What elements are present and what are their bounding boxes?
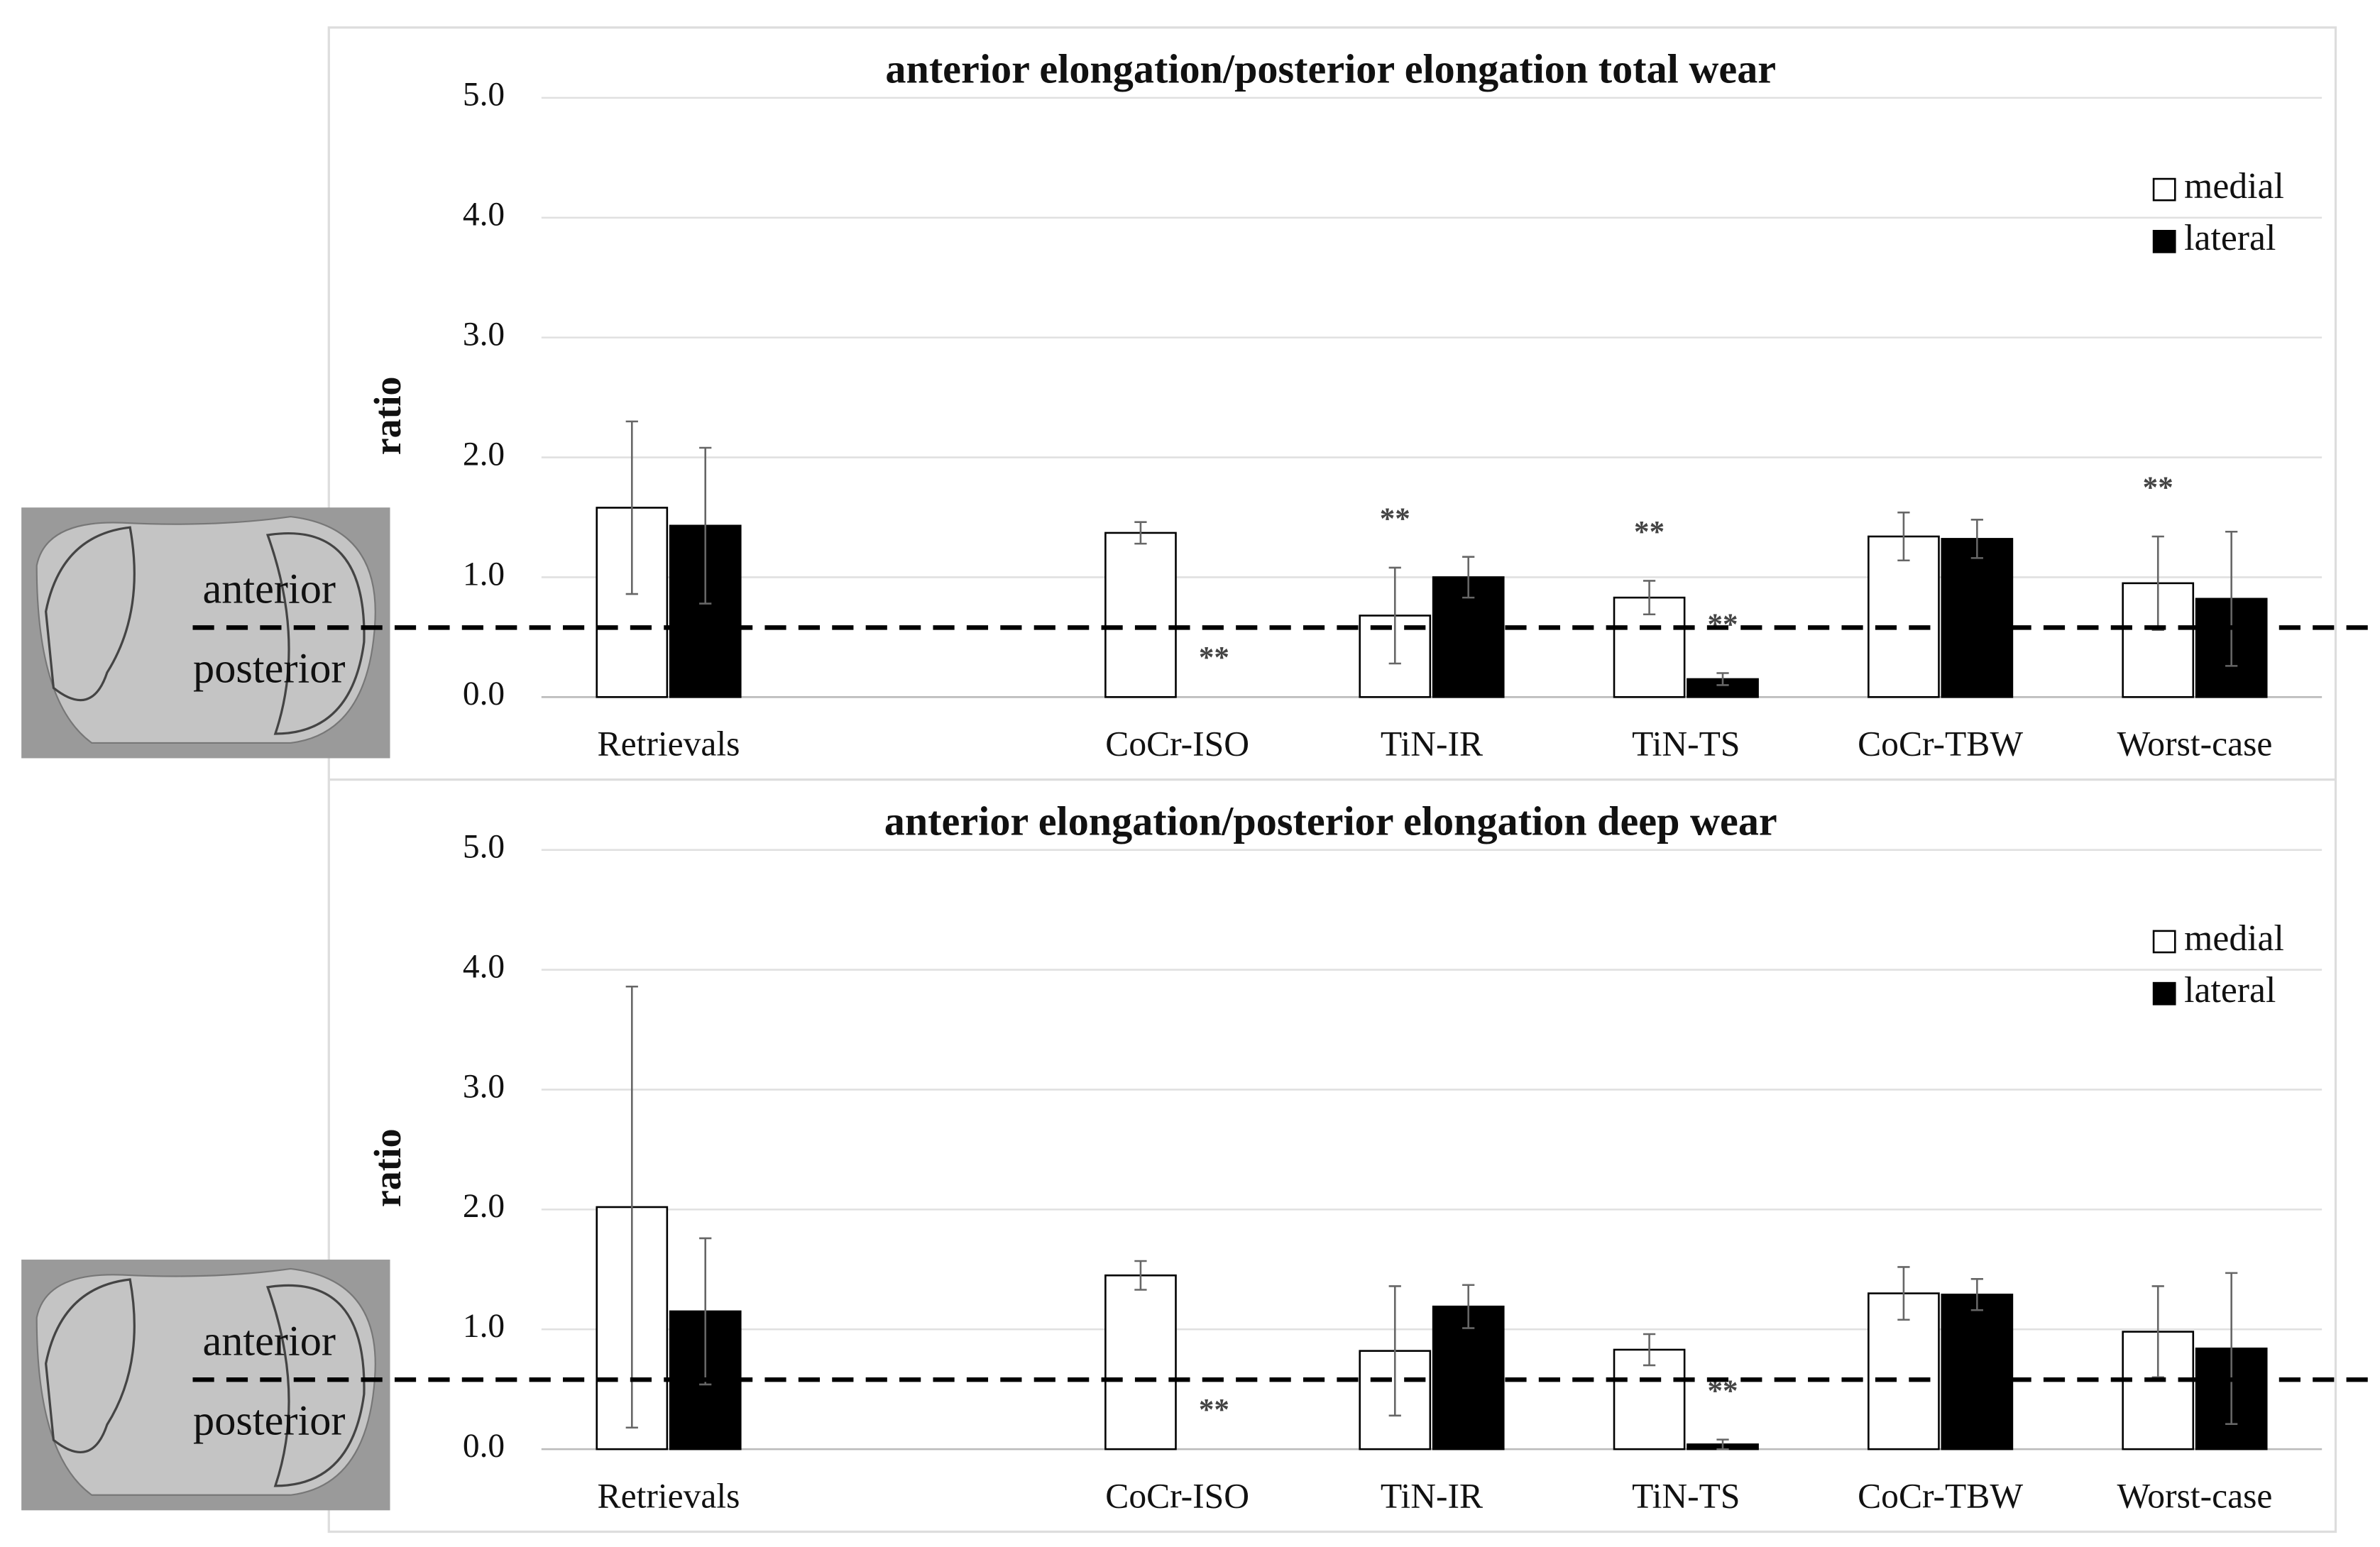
y-tick-label: 0.0 [463,1428,505,1465]
x-tick-label: TiN-TS [1632,1477,1740,1516]
legend-swatch [2152,177,2176,202]
inset-image [21,1260,390,1511]
inset-label: posterior [193,645,345,693]
legend-swatch [2152,930,2176,954]
inset-outline [45,1278,136,1453]
y-axis-label: ratio [366,377,409,456]
y-tick-label: 0.0 [463,676,505,712]
x-tick-label: CoCr-TBW [1858,725,2023,764]
annotation: ** [1380,502,1410,536]
y-tick-label: 3.0 [463,316,505,353]
legend-label: medial [2184,166,2284,207]
legend-swatch [2152,981,2176,1006]
y-tick-label: 5.0 [463,829,505,866]
x-tick-label: TiN-IR [1381,1477,1483,1516]
inset-label: anterior [202,1318,336,1365]
inset-label: anterior [202,566,336,613]
inset-image [21,507,390,759]
annotation: ** [1199,641,1229,674]
y-tick-label: 1.0 [463,1308,505,1345]
y-tick-label: 2.0 [463,1188,505,1225]
bar [1104,532,1177,698]
x-tick-label: Worst-case [2117,1477,2272,1516]
chart-title: anterior elongation/posterior elongation… [884,798,1777,844]
inset-outline [265,532,366,735]
y-tick-label: 3.0 [463,1068,505,1105]
x-tick-label: CoCr-ISO [1105,1477,1249,1516]
legend-label: lateral [2184,218,2276,258]
bar [1868,535,1940,698]
y-tick-label: 1.0 [463,556,505,593]
chart-title: anterior elongation/posterior elongation… [885,46,1776,92]
bar [1104,1274,1177,1450]
x-tick-label: CoCr-ISO [1105,725,1249,764]
bar [1941,1293,2014,1450]
x-tick-label: Retrievals [598,725,740,764]
x-tick-label: Worst-case [2117,725,2272,764]
y-tick-label: 5.0 [463,77,505,114]
y-tick-label: 4.0 [463,197,505,233]
x-tick-label: CoCr-TBW [1858,1477,2023,1516]
y-axis-label: ratio [366,1128,409,1207]
legend-label: lateral [2184,970,2276,1011]
x-tick-label: Retrievals [598,1477,740,1516]
annotation: ** [1707,608,1738,642]
y-tick-label: 2.0 [463,436,505,473]
inset-outline [265,1284,366,1487]
legend-label: medial [2184,918,2284,959]
annotation: ** [2143,471,2173,505]
x-tick-label: TiN-TS [1632,725,1740,764]
annotation: ** [1199,1393,1229,1426]
annotation: ** [1634,516,1665,549]
inset-label: posterior [193,1397,345,1445]
bar [1941,538,2014,698]
legend-swatch [2152,229,2176,253]
y-tick-label: 4.0 [463,948,505,985]
inset-outline [45,526,136,702]
x-tick-label: TiN-IR [1381,725,1483,764]
